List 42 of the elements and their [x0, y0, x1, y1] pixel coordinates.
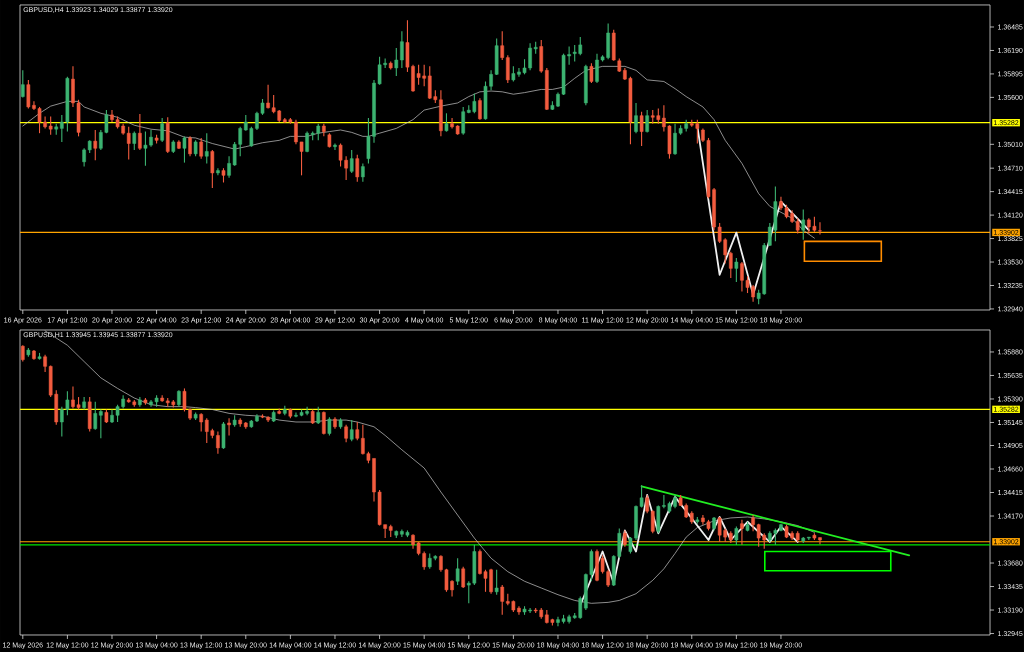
candlestick	[355, 154, 360, 183]
candlestick	[126, 126, 131, 160]
candlestick	[639, 111, 644, 147]
candlestick	[728, 251, 733, 279]
candlestick	[461, 566, 466, 589]
candlestick	[20, 69, 25, 98]
candlestick	[361, 162, 365, 183]
candlestick	[494, 569, 499, 596]
candlestick	[455, 557, 460, 586]
candlestick	[204, 132, 209, 164]
candlestick	[199, 412, 203, 433]
candlestick	[160, 117, 164, 143]
candlestick	[199, 137, 203, 160]
candlestick	[500, 584, 505, 616]
candlestick	[478, 97, 482, 121]
candlestick	[138, 113, 142, 151]
candlestick	[355, 421, 360, 441]
candlestick	[349, 419, 354, 442]
candlestick	[349, 149, 354, 174]
candlestick	[650, 509, 655, 534]
candlestick	[444, 112, 449, 133]
candlestick	[188, 135, 192, 157]
candlestick	[500, 30, 505, 61]
candlestick	[221, 421, 226, 450]
line-series	[22, 66, 815, 239]
candlestick	[734, 257, 739, 283]
candlestick	[93, 129, 98, 161]
candlestick	[227, 417, 231, 436]
candlestick	[210, 149, 215, 189]
candlestick	[734, 526, 739, 546]
candlestick	[505, 54, 510, 84]
candlestick	[182, 135, 187, 164]
candlestick	[132, 131, 137, 151]
candlestick	[801, 208, 806, 241]
candlestick	[99, 408, 103, 439]
candlestick	[93, 401, 98, 431]
candlestick	[327, 416, 332, 436]
candlestick	[740, 519, 744, 546]
candlestick	[589, 62, 594, 84]
candlestick	[461, 106, 466, 136]
candlestick	[645, 494, 649, 514]
candlestick	[634, 102, 638, 134]
